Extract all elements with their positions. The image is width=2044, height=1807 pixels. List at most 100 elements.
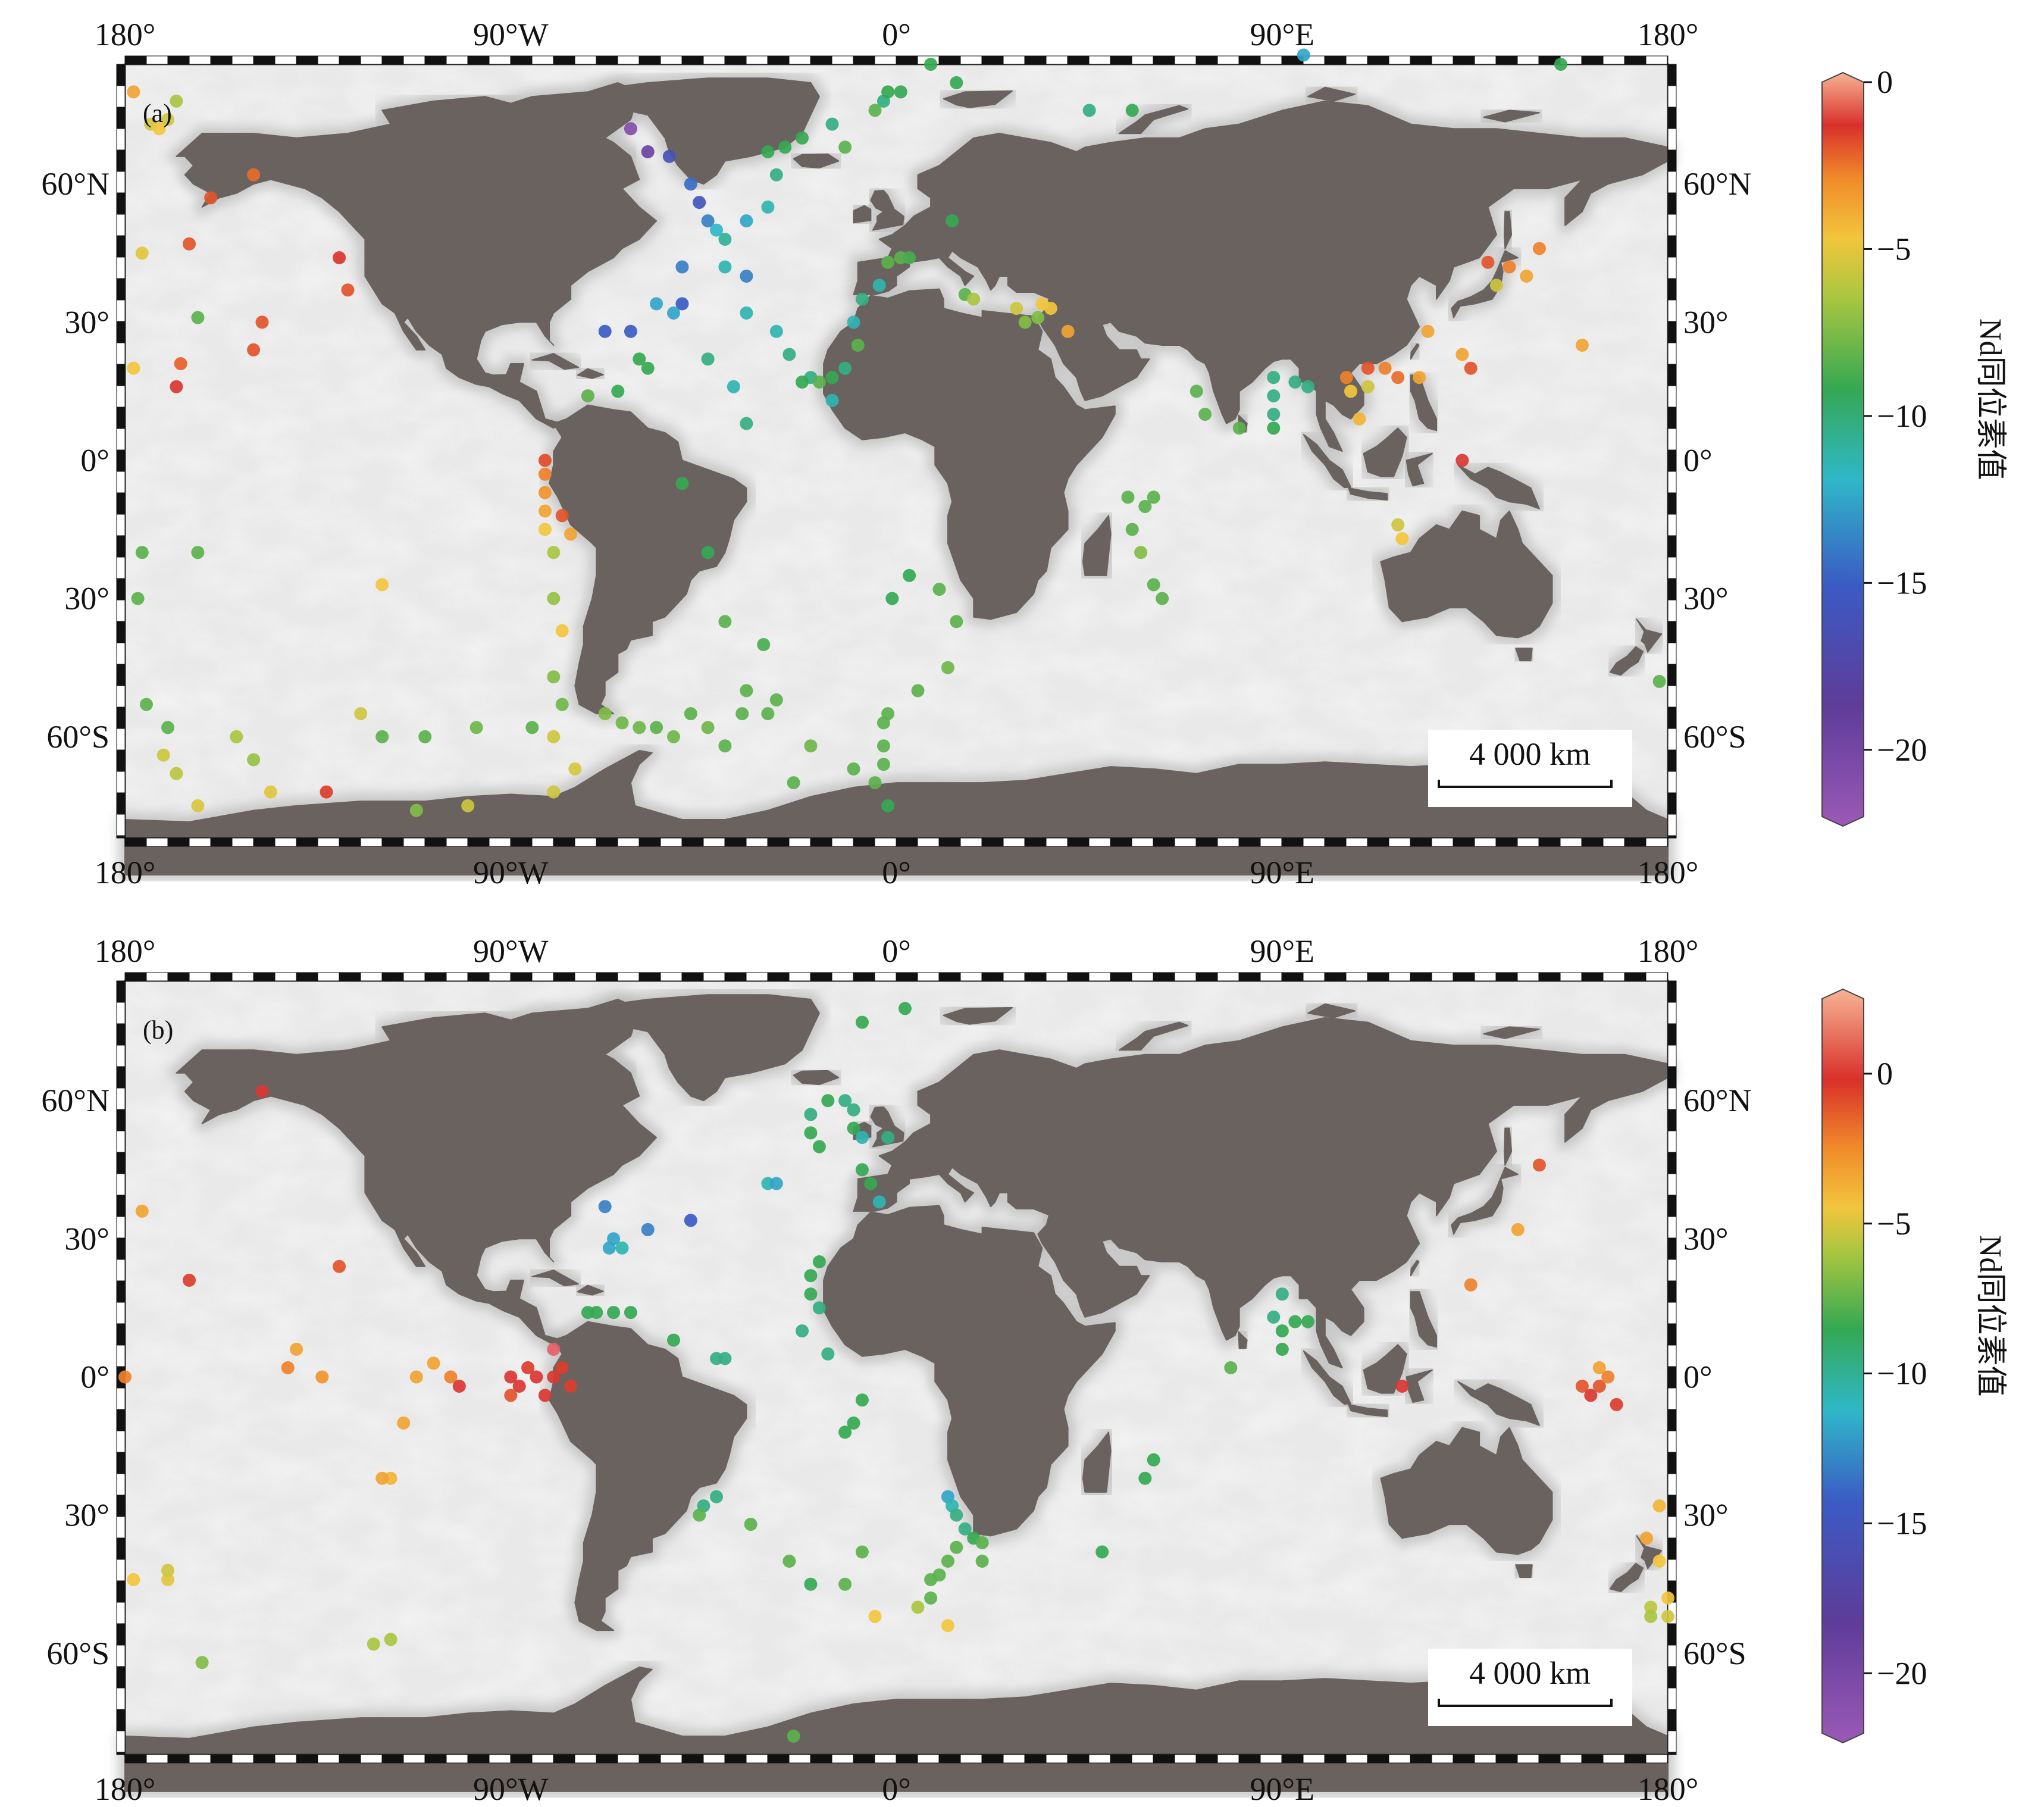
- frame-segment: [317, 1754, 340, 1764]
- frame-segment: [1110, 1754, 1132, 1764]
- sample-point: [512, 1380, 526, 1393]
- sample-point: [950, 1508, 963, 1522]
- sample-point: [1147, 1453, 1160, 1467]
- frame-segment: [1195, 55, 1218, 65]
- frame-segment: [210, 972, 233, 981]
- land-kamchatka-sakhalin: [1503, 1127, 1513, 1166]
- sample-point: [804, 1287, 818, 1301]
- frame-segment: [446, 1754, 468, 1764]
- lon-label-top: 180°: [95, 17, 156, 52]
- sample-point: [127, 85, 140, 99]
- frame-segment: [553, 55, 575, 65]
- frame-segment: [467, 1754, 490, 1764]
- sample-point: [1592, 1380, 1606, 1393]
- sample-point: [615, 716, 629, 730]
- sample-point: [624, 1306, 637, 1320]
- frame-segment: [681, 55, 704, 65]
- land-south-america: [549, 404, 747, 715]
- sample-point: [796, 375, 809, 389]
- land-eurasia: [853, 100, 1669, 452]
- frame-segment: [274, 972, 297, 981]
- colorbar-tick-label: −20: [1877, 732, 1927, 768]
- frame-segment: [1453, 837, 1475, 847]
- sample-point: [191, 311, 205, 324]
- frame-segment: [1024, 972, 1047, 981]
- lat-label-left: 60°S: [46, 1636, 109, 1671]
- frame-segment: [1667, 1645, 1677, 1667]
- frame-segment: [116, 749, 126, 772]
- frame-segment: [116, 1087, 126, 1110]
- lat-label-right: 60°N: [1683, 166, 1752, 202]
- sample-point: [1147, 490, 1160, 504]
- sample-point: [782, 1555, 796, 1568]
- sample-point: [946, 214, 959, 228]
- sample-point: [183, 237, 196, 251]
- sample-point: [1156, 592, 1169, 605]
- sample-point: [1378, 361, 1392, 375]
- frame-segment: [1088, 55, 1111, 65]
- frame-segment: [1067, 837, 1090, 847]
- sample-point: [1584, 1389, 1598, 1402]
- sample-point: [1147, 578, 1160, 592]
- frame-segment: [1474, 55, 1497, 65]
- land-sulawesi: [1406, 452, 1433, 486]
- sample-point: [624, 122, 637, 136]
- sample-point: [195, 1656, 209, 1670]
- frame-segment: [746, 972, 768, 981]
- axis-ticks-a: 180° 180° 90°W 90°W 0° 0° 90°E 90°E 180° 180° 60°N…: [41, 17, 1751, 890]
- sample-point: [1391, 518, 1405, 532]
- sample-point: [1481, 255, 1495, 269]
- frame-segment: [1303, 837, 1325, 847]
- lon-label-bottom: 90°W: [473, 1771, 549, 1807]
- sample-point: [598, 1200, 612, 1214]
- sample-point: [941, 661, 954, 674]
- frame-segment: [1667, 1280, 1677, 1303]
- frame-segment: [1667, 64, 1677, 86]
- sample-point: [397, 1416, 411, 1430]
- sample-point: [341, 283, 355, 297]
- frame-segment: [831, 1754, 854, 1764]
- sample-point: [740, 306, 753, 320]
- sample-point: [872, 279, 886, 292]
- colorbar-title-b: Nd同位素值: [1973, 1235, 2007, 1397]
- frame-segment: [596, 1754, 618, 1764]
- frame-segment: [424, 837, 447, 847]
- sample-point: [204, 191, 218, 205]
- land-severnaya-zemlya: [1307, 1003, 1356, 1018]
- sample-point: [1575, 339, 1589, 352]
- frame-segment: [1624, 972, 1647, 981]
- frame-segment: [1260, 972, 1282, 981]
- frame-segment: [874, 1754, 897, 1764]
- frame-segment: [116, 1516, 126, 1539]
- frame-segment: [231, 837, 254, 847]
- frame-segment: [1410, 55, 1432, 65]
- frame-segment: [1495, 972, 1518, 981]
- sample-point: [769, 168, 783, 182]
- frame-segment: [1260, 1754, 1282, 1764]
- sample-point: [881, 85, 895, 99]
- sample-point: [1644, 1609, 1658, 1623]
- frame-segment: [1560, 1754, 1582, 1764]
- sample-point: [740, 270, 753, 283]
- sample-point: [804, 1108, 818, 1121]
- sample-point: [812, 1140, 826, 1153]
- sample-point: [727, 380, 740, 393]
- sample-point: [932, 583, 946, 596]
- sample-point: [547, 546, 561, 559]
- frame-segment: [146, 55, 168, 65]
- frame-segment: [360, 972, 383, 981]
- frame-segment: [574, 972, 597, 981]
- land-new-zealand-n: [1636, 1535, 1663, 1570]
- frame-segment: [981, 1754, 1004, 1764]
- sample-point: [838, 1577, 852, 1591]
- frame-segment: [1410, 837, 1432, 847]
- frame-segment: [1431, 1754, 1454, 1764]
- frame-segment: [874, 972, 897, 981]
- sample-point: [864, 1177, 878, 1190]
- frame-segment: [638, 55, 661, 65]
- sample-point: [1395, 532, 1409, 545]
- sample-point: [1288, 1315, 1302, 1328]
- frame-segment: [1131, 837, 1154, 847]
- frame-segment: [489, 55, 511, 65]
- frame-segment: [1024, 55, 1047, 65]
